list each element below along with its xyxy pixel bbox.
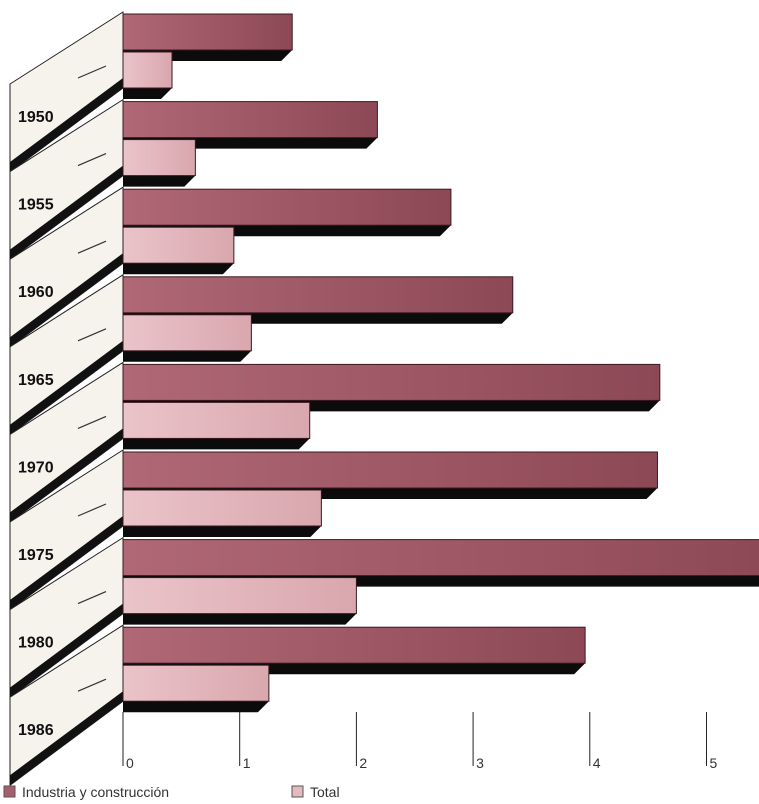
x-tick-label: 3 — [476, 755, 484, 771]
bar-total — [122, 577, 357, 615]
year-block-edge — [10, 603, 123, 698]
bar-total — [122, 51, 173, 89]
bar-total-shadow — [123, 701, 269, 713]
year-block-accent — [77, 503, 107, 517]
legend-swatch-total — [291, 785, 304, 798]
bar-total — [122, 314, 252, 352]
year-block-edge — [10, 78, 123, 172]
bar-total — [122, 664, 270, 702]
year-block-accent — [77, 153, 107, 167]
bar-industria — [122, 451, 658, 489]
legend-label-industria: Industria y construcción — [22, 784, 169, 800]
bar-total — [122, 226, 235, 264]
year-label: 1980 — [18, 635, 54, 652]
year-label: 1975 — [18, 547, 54, 564]
bar-total — [122, 401, 311, 439]
bar-industria — [122, 101, 378, 139]
x-tick-label: 4 — [593, 755, 601, 771]
year-label: 1986 — [18, 722, 54, 739]
year-block-edge — [10, 253, 123, 348]
legend-swatch-industria — [3, 785, 16, 798]
year-label: 1950 — [18, 109, 54, 126]
x-tick-label: 0 — [126, 755, 134, 771]
bar-total — [122, 489, 322, 527]
year-block-accent — [77, 591, 107, 605]
x-tick-label: 5 — [709, 755, 717, 771]
bar-industria — [122, 13, 293, 51]
year-block-accent — [77, 240, 107, 254]
x-tick-label: 2 — [359, 755, 367, 771]
bar-industria — [122, 539, 759, 577]
bar-industria — [122, 626, 586, 664]
bar-industria — [122, 188, 452, 226]
bar-industria — [122, 363, 661, 401]
year-label: 1965 — [18, 372, 54, 389]
year-block-edge — [10, 428, 123, 523]
bar-total-shadow — [123, 526, 322, 537]
year-blocks: 1950 1955 1960 1965 1970 1975 1980 1986 — [9, 11, 124, 787]
year-block-accent — [77, 678, 107, 692]
year-block-accent — [77, 328, 107, 342]
bar-total-shadow — [123, 263, 234, 275]
bar-total-shadow — [123, 350, 252, 362]
bar-total-shadow — [123, 175, 196, 187]
legend: Industria y construcción Total — [3, 784, 340, 800]
bar-total — [122, 139, 196, 177]
year-block-edge — [10, 516, 123, 610]
year-block-accent — [77, 415, 107, 429]
year-label: 1955 — [18, 197, 54, 214]
year-block-edge — [10, 340, 123, 435]
bars — [122, 13, 759, 713]
bar-total-shadow — [123, 88, 173, 99]
year-label: 1970 — [18, 459, 54, 476]
x-tick-label: 1 — [243, 755, 251, 771]
year-block-accent — [77, 65, 107, 79]
year-block-edge — [10, 165, 123, 260]
legend-label-total: Total — [310, 784, 340, 800]
bar-total-shadow — [123, 613, 357, 625]
year-block-edge — [10, 691, 123, 786]
bar-industria — [122, 276, 514, 314]
bar-total-shadow — [123, 438, 310, 450]
year-label: 1960 — [18, 284, 54, 301]
x-axis: 0 1 2 3 4 5 — [122, 712, 717, 771]
